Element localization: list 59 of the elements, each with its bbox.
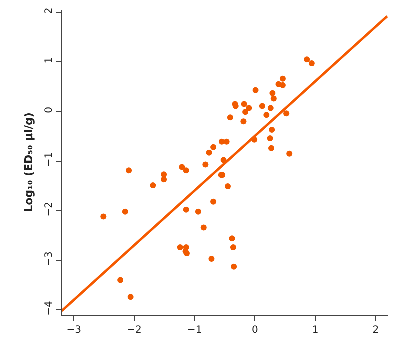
point (308, 60, 315, 67)
point (240, 118, 247, 125)
y-tick-label: −4 (44, 301, 55, 316)
point (202, 162, 209, 168)
point (259, 103, 266, 110)
point (269, 127, 276, 134)
x-tick-label: 2 (372, 325, 380, 336)
point (128, 294, 134, 300)
point (177, 244, 184, 251)
point (268, 105, 274, 112)
x-tick-label: −1 (187, 325, 202, 336)
point (183, 168, 190, 174)
point (229, 236, 236, 242)
point (227, 114, 234, 121)
point (246, 105, 252, 112)
point (161, 172, 168, 178)
point (304, 56, 310, 63)
point (118, 277, 124, 284)
x-tick-label: 1 (312, 325, 319, 336)
point (241, 101, 248, 108)
point (208, 256, 215, 262)
point (280, 76, 286, 82)
y-axis-title: Log₁₀ (ED₅₀ µl/g) (22, 112, 36, 212)
y-tick-label: 1 (44, 57, 55, 64)
point (179, 164, 186, 170)
y-tick-label: −3 (44, 252, 55, 266)
point (268, 145, 274, 152)
point (210, 198, 217, 205)
point (286, 150, 293, 157)
point (210, 144, 217, 150)
x-tick-label: −3 (66, 325, 82, 336)
point (206, 150, 212, 156)
point (225, 184, 232, 190)
point (224, 138, 230, 145)
point (252, 87, 259, 94)
point (242, 109, 249, 116)
point (270, 90, 276, 96)
point (267, 135, 274, 142)
point (126, 168, 132, 174)
point (195, 208, 202, 215)
point (280, 82, 286, 88)
point (183, 206, 190, 213)
point (230, 244, 236, 251)
point (270, 96, 277, 102)
y-tick-label: −2 (44, 202, 55, 217)
point (218, 138, 225, 145)
y-tick-label: 2 (44, 8, 55, 14)
point (122, 208, 128, 215)
point (100, 214, 107, 220)
point (200, 224, 207, 231)
y-tick-label: 0 (44, 106, 55, 114)
point (284, 110, 290, 117)
x-tick-label: 0 (252, 325, 258, 336)
x-tick-label: −2 (127, 325, 142, 336)
point (264, 112, 270, 118)
y-tick-label: −1 (44, 152, 55, 168)
point (231, 264, 238, 270)
point (150, 182, 156, 189)
point (161, 176, 168, 183)
